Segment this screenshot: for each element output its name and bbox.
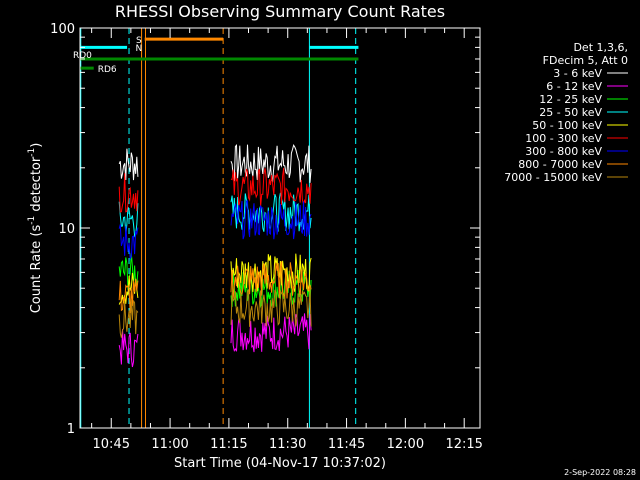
vertical-event-lines [80, 28, 357, 428]
series-traces [118, 143, 312, 368]
plot-frame [79, 27, 481, 429]
series-path [118, 300, 139, 338]
legend-label: 25 - 50 keV [539, 106, 602, 119]
y-tick-label: 10 [58, 222, 75, 237]
series-trace [118, 200, 312, 262]
series-path [230, 288, 312, 327]
legend-label: 12 - 25 keV [539, 93, 602, 106]
series-path [118, 279, 139, 314]
x-tick-label: 11:15 [210, 437, 247, 452]
series-path [118, 148, 139, 181]
legend-label: 50 - 100 keV [532, 119, 602, 132]
series-trace [118, 288, 312, 338]
series-path [230, 269, 312, 308]
series-trace [118, 192, 312, 238]
legend-label: 7000 - 15000 keV [504, 171, 602, 184]
x-axis-label: Start Time (04-Nov-17 10:37:02) [174, 456, 386, 471]
flag-bars: RD0 RD6 SN [73, 36, 359, 75]
footer-timestamp: 2-Sep-2022 08:28 [564, 468, 636, 477]
series-path [230, 167, 312, 207]
x-tick-label: 11:45 [328, 437, 365, 452]
y-axis: 1 10 100 [50, 22, 480, 437]
y-tick-label: 100 [50, 22, 75, 37]
x-tick-label: 12:15 [445, 437, 482, 452]
y-tick-label: 1 [67, 422, 75, 437]
y-axis-label: Count Rate (s-1 detector-1) [27, 143, 44, 314]
series-path [230, 313, 312, 353]
y-axis-label-main: Count Rate (s [29, 225, 44, 314]
legend-header-line1: Det 1,3,6, [573, 41, 628, 54]
x-tick-label: 11:00 [151, 437, 188, 452]
chart-title: RHESSI Observing Summary Count Rates [115, 2, 445, 21]
flag-label: RD0 [73, 51, 92, 61]
x-tick-label: 10:45 [93, 437, 130, 452]
y-axis-label-end: ) [29, 143, 44, 148]
x-tick-label: 11:30 [269, 437, 306, 452]
flag-label: RD6 [98, 65, 117, 75]
series-trace [118, 313, 312, 368]
legend-label: 3 - 6 keV [553, 67, 602, 80]
legend-label: 300 - 800 keV [525, 145, 602, 158]
series-path [118, 224, 139, 262]
series-path [230, 200, 312, 240]
series-trace [118, 261, 312, 314]
series-path [118, 329, 139, 368]
flag-letter: S [136, 36, 142, 46]
series-path [230, 143, 312, 183]
y-axis-label-mid: detector [29, 156, 44, 216]
legend-label: 100 - 300 keV [525, 132, 602, 145]
legend-label: 6 - 12 keV [546, 80, 602, 93]
flag-letter: N [135, 44, 142, 54]
series-trace [118, 167, 312, 213]
series-trace [118, 143, 312, 183]
y-axis-label-sup1: -1 [27, 216, 37, 225]
series-path [230, 261, 312, 300]
plot-area: RD0 RD6 SN 1 10 100 10:45 11:00 11:15 11:30 11:4… [50, 22, 483, 452]
x-tick-label: 12:00 [387, 437, 424, 452]
series-path [118, 173, 139, 213]
legend-label: 800 - 7000 keV [518, 158, 602, 171]
legend-header-line2: FDecim 5, Att 0 [543, 54, 628, 67]
x-axis: 10:45 11:00 11:15 11:30 11:45 12:00 12:15 [91, 28, 483, 452]
series-path [118, 201, 139, 238]
y-axis-label-sup2: -1 [27, 148, 37, 157]
